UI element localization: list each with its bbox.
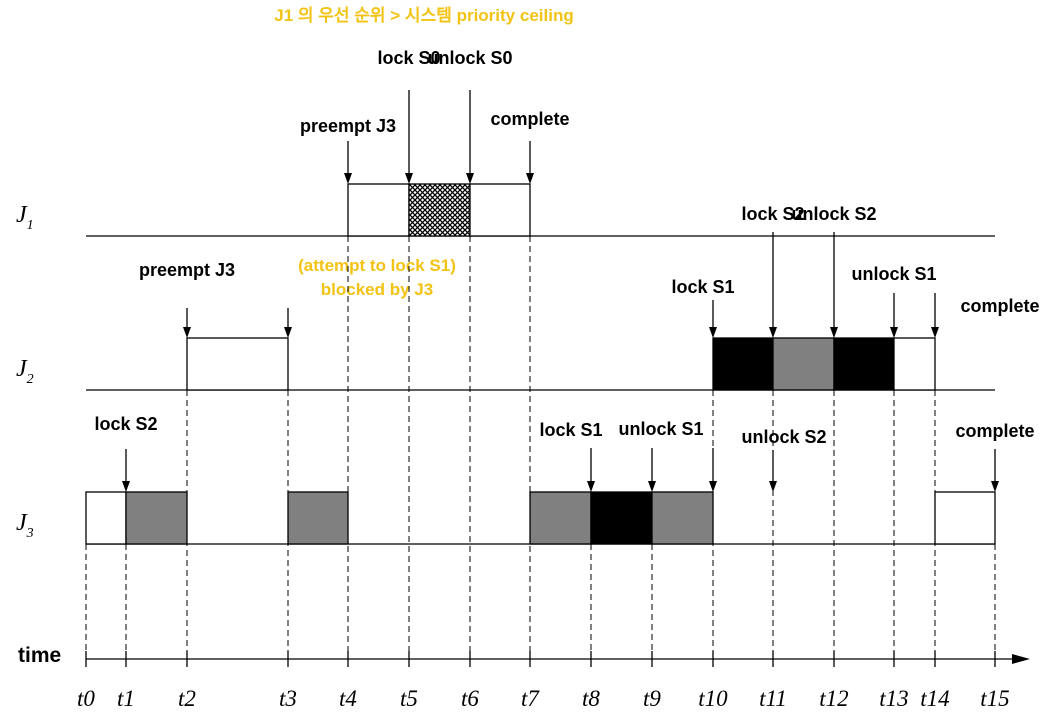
job-label-j2: J2	[16, 356, 34, 387]
event-label-j2-12: unlock S2	[791, 204, 876, 224]
event-label-j3-8: lock S1	[539, 420, 602, 440]
tick-label-t11: t11	[759, 686, 787, 711]
time-axis: t0 t1 t2 t3 t4 t5 t6 t7 t8 t9 t10 t11 t12 t13 t14 t15	[77, 651, 1030, 711]
event-label-j2-13: unlock S1	[851, 264, 936, 284]
segment-j2-t10-t11	[712, 337, 774, 391]
segment-j2-t2-t3	[186, 337, 289, 391]
header-note: J1 의 우선 순위 > 시스템 priority ceiling	[274, 6, 573, 25]
event-arrowhead-j3-11	[769, 481, 777, 492]
event-arrowhead-j2-2	[183, 327, 191, 338]
segment-j1-t5-t6	[408, 183, 471, 237]
event-arrowhead-j3-15	[991, 481, 999, 492]
tick-label-t8: t8	[582, 686, 600, 711]
event-arrowhead-j2-10	[709, 327, 717, 338]
tick-label-t9: t9	[643, 686, 661, 711]
time-axis-label: time	[18, 644, 61, 667]
event-label-j3-1: lock S2	[94, 414, 157, 434]
tick-label-t6: t6	[461, 686, 479, 711]
event-label-j3-11: unlock S2	[741, 427, 826, 447]
tick-label-t1: t1	[117, 686, 135, 711]
segment-j3-t8-t9	[590, 491, 653, 545]
segment-j2-t12-t13	[833, 337, 895, 391]
segment-j3-t1-t2	[125, 491, 188, 545]
segment-j3-t7-t8	[529, 491, 592, 545]
tick-label-t3: t3	[279, 686, 297, 711]
blocked-note-line2: blocked by J3	[321, 280, 433, 299]
segment-j2-t13-t14	[893, 337, 936, 391]
event-arrowhead-j2-12	[830, 327, 838, 338]
segment-j3-t3-t4	[287, 491, 349, 545]
tick-label-t12: t12	[819, 686, 848, 711]
segment-j3-t0-t1	[85, 491, 127, 545]
execution-segments	[85, 183, 996, 545]
event-label-j3-15: complete	[955, 421, 1034, 441]
tick-label-t0: t0	[77, 686, 95, 711]
event-label-j1-6: unlock S0	[427, 48, 512, 68]
job-label-j3: J3	[16, 510, 34, 541]
event-label-j2-14: complete	[960, 296, 1039, 316]
segment-j2-t11-t12	[772, 337, 835, 391]
segment-j3-t14-t15	[934, 491, 996, 545]
event-arrowhead-j3-8	[587, 481, 595, 492]
event-arrowhead-j2-13	[890, 327, 898, 338]
event-label-j1-7: complete	[490, 109, 569, 129]
tick-label-t15: t15	[980, 686, 1009, 711]
event-label-j3-9: unlock S1	[618, 419, 703, 439]
event-label-j2-11: lock S2	[741, 204, 804, 224]
tick-label-t2: t2	[178, 686, 196, 711]
event-arrowhead-j3-9	[648, 481, 656, 492]
tick-label-t10: t10	[698, 686, 728, 711]
event-arrowhead-j1-6	[466, 173, 474, 184]
segment-j3-t9-t10	[651, 491, 714, 545]
event-arrowhead-j2-3	[284, 327, 292, 338]
tick-label-t14: t14	[920, 686, 949, 711]
tick-label-t7: t7	[521, 686, 540, 711]
event-label-j2-2: preempt J3	[139, 260, 235, 280]
tick-label-t4: t4	[339, 686, 357, 711]
event-arrowhead-j3-10	[709, 481, 717, 492]
event-label-j1-4: preempt J3	[300, 116, 396, 136]
job-label-j1: J1	[16, 202, 34, 233]
event-arrowhead-j2-14	[931, 327, 939, 338]
event-arrowhead-j2-11	[769, 327, 777, 338]
time-axis-arrowhead	[1012, 654, 1030, 664]
tick-label-t5: t5	[400, 686, 418, 711]
segment-j1-t6-t7	[469, 183, 531, 237]
event-arrowhead-j3-1	[122, 481, 130, 492]
dashed-guide-lines	[85, 236, 996, 659]
event-label-j2-10: lock S1	[671, 277, 734, 297]
event-arrowhead-j1-7	[526, 173, 534, 184]
event-arrowhead-j1-4	[344, 173, 352, 184]
blocked-note-line1: (attempt to lock S1)	[298, 256, 456, 275]
event-arrowhead-j1-5	[405, 173, 413, 184]
tick-label-t13: t13	[879, 686, 908, 711]
segment-j1-t4-t5	[347, 183, 410, 237]
event-label-j1-5: lock S0	[377, 48, 440, 68]
